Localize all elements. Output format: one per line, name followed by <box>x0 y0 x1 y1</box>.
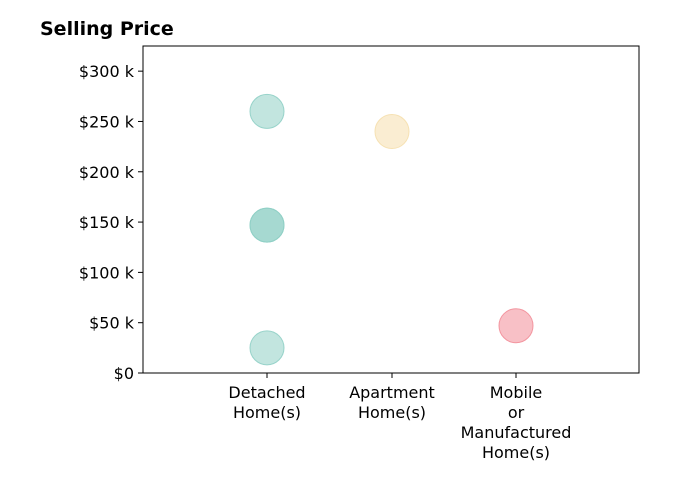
data-point <box>249 330 285 366</box>
x-tick-label: Manufactured <box>461 423 572 442</box>
x-tick-label: Home(s) <box>482 443 550 462</box>
data-points <box>249 93 534 366</box>
x-axis: DetachedHome(s)ApartmentHome(s)MobileorM… <box>228 373 571 462</box>
y-tick-label: $0 <box>114 364 134 383</box>
x-tick-label: Home(s) <box>233 403 301 422</box>
chart-title: Selling Price <box>40 18 174 40</box>
x-tick-label: Detached <box>228 383 305 402</box>
y-tick-label: $100 k <box>79 263 135 282</box>
data-point <box>249 207 285 243</box>
x-tick-label: or <box>508 403 525 422</box>
y-tick-label: $50 k <box>89 314 135 333</box>
data-point <box>249 93 285 129</box>
data-point <box>374 114 410 150</box>
x-tick-label: Home(s) <box>358 403 426 422</box>
y-tick-label: $150 k <box>79 213 135 232</box>
y-tick-label: $300 k <box>79 62 135 81</box>
data-point <box>498 308 534 344</box>
y-tick-label: $250 k <box>79 112 135 131</box>
y-axis: $0 $50 k $100 k $150 k $200 k $250 k $300 k <box>79 62 143 383</box>
x-tick-label: Apartment <box>349 383 435 402</box>
x-tick-label: Mobile <box>490 383 542 402</box>
y-tick-label: $200 k <box>79 163 135 182</box>
plot-frame <box>142 45 640 374</box>
